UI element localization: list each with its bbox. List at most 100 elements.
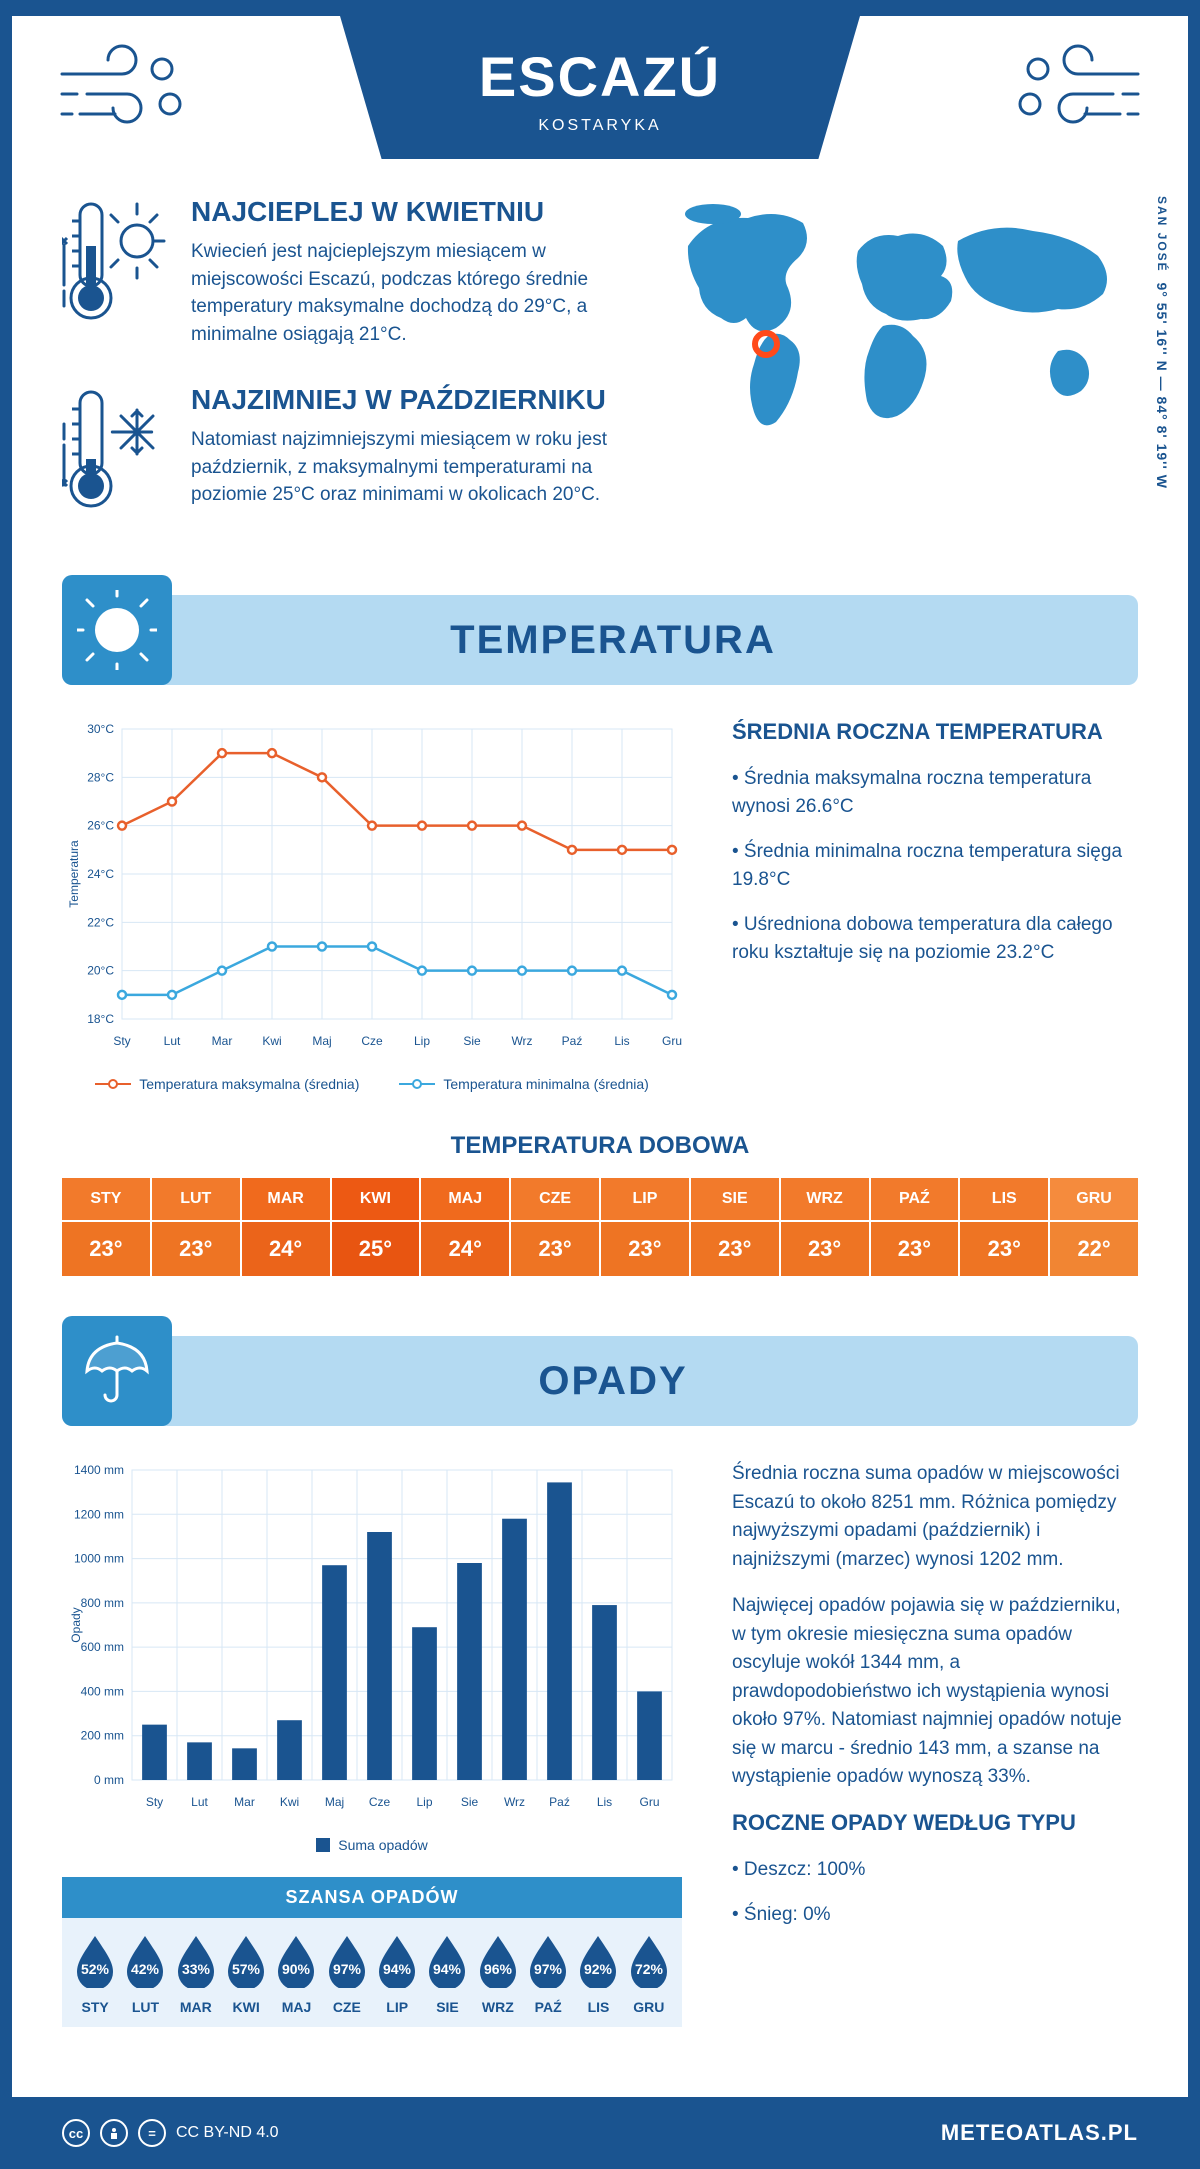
hot-fact-title: NAJCIEPLEJ W KWIETNIU	[191, 196, 618, 228]
month-value: 23°	[781, 1222, 869, 1276]
rain-chance-cell: 42% LUT	[120, 1934, 170, 2015]
precip-type-item: • Deszcz: 100%	[732, 1856, 1138, 1884]
precip-type-item: • Śnieg: 0%	[732, 1901, 1138, 1929]
svg-text:Kwi: Kwi	[280, 1795, 299, 1809]
temp-bullet: • Średnia minimalna roczna temperatura s…	[732, 838, 1138, 893]
legend-item: Temperatura minimalna (średnia)	[399, 1076, 648, 1092]
cold-fact: NAJZIMNIEJ W PAŹDZIERNIKU Natomiast najz…	[62, 384, 618, 519]
rain-chance-row: 52% STY 42% LUT 33% MAR 57% KWI 90% MAJ …	[62, 1918, 682, 2027]
svg-text:26°C: 26°C	[87, 819, 114, 833]
page-subtitle: KOSTARYKA	[420, 117, 780, 135]
month-value: 25°	[332, 1222, 420, 1276]
svg-text:Sie: Sie	[463, 1034, 481, 1048]
temperature-legend: Temperatura maksymalna (średnia) Temperat…	[62, 1076, 682, 1092]
precip-paragraph: Najwięcej opadów pojawia się w październ…	[732, 1592, 1138, 1792]
svg-text:28°C: 28°C	[87, 771, 114, 785]
brand: METEOATLAS.PL	[941, 2120, 1138, 2146]
svg-text:Lip: Lip	[414, 1034, 430, 1048]
title-block: ESCAZÚ KOSTARYKA	[340, 16, 860, 159]
svg-text:Cze: Cze	[361, 1034, 383, 1048]
svg-text:400 mm: 400 mm	[81, 1685, 124, 1699]
nd-icon: =	[138, 2119, 166, 2147]
svg-text:30°C: 30°C	[87, 722, 114, 736]
month-value: 23°	[62, 1222, 150, 1276]
cold-fact-title: NAJZIMNIEJ W PAŹDZIERNIKU	[191, 384, 618, 416]
rain-chance-cell: 94% SIE	[422, 1934, 472, 2015]
temperature-section-header: TEMPERATURA	[62, 595, 1138, 685]
month-header: KWI	[332, 1178, 420, 1220]
rain-chance-cell: 97% PAŹ	[523, 1934, 573, 2015]
svg-text:200 mm: 200 mm	[81, 1729, 124, 1743]
svg-text:42%: 42%	[131, 1961, 160, 1977]
month-header: STY	[62, 1178, 150, 1220]
month-header: LIS	[960, 1178, 1048, 1220]
by-icon	[100, 2119, 128, 2147]
thermometer-sun-icon	[62, 196, 167, 348]
wind-icon	[998, 44, 1148, 149]
world-map: SAN JOSÉ 9° 55' 16'' N — 84° 8' 19'' W	[658, 196, 1138, 555]
svg-text:Mar: Mar	[212, 1034, 233, 1048]
rain-chance-cell: 72% GRU	[624, 1934, 674, 2015]
month-value: 23°	[511, 1222, 599, 1276]
cc-icon: cc	[62, 2119, 90, 2147]
svg-text:Sty: Sty	[113, 1034, 130, 1048]
svg-text:Paź: Paź	[549, 1795, 570, 1809]
precip-chart: 0 mm200 mm400 mm600 mm800 mm1000 mm1200 …	[62, 1460, 682, 2027]
svg-text:94%: 94%	[383, 1961, 412, 1977]
svg-text:Temperatura: Temperatura	[67, 840, 81, 908]
license: cc = CC BY-ND 4.0	[62, 2119, 279, 2147]
precip-title: OPADY	[88, 1359, 1138, 1404]
svg-text:Maj: Maj	[325, 1795, 344, 1809]
month-header: LIP	[601, 1178, 689, 1220]
svg-text:1400 mm: 1400 mm	[74, 1463, 124, 1477]
svg-text:Sie: Sie	[461, 1795, 479, 1809]
svg-text:24°C: 24°C	[87, 867, 114, 881]
legend-item: Temperatura maksymalna (średnia)	[95, 1076, 359, 1092]
svg-text:Paź: Paź	[562, 1034, 583, 1048]
month-header: SIE	[691, 1178, 779, 1220]
svg-text:800 mm: 800 mm	[81, 1596, 124, 1610]
svg-text:Mar: Mar	[234, 1795, 255, 1809]
precip-summary: Średnia roczna suma opadów w miejscowośc…	[732, 1460, 1138, 2027]
temperature-title: TEMPERATURA	[88, 618, 1138, 663]
month-value: 24°	[421, 1222, 509, 1276]
month-header: MAR	[242, 1178, 330, 1220]
svg-text:96%: 96%	[484, 1961, 513, 1977]
svg-text:Lis: Lis	[614, 1034, 629, 1048]
thermometer-snow-icon	[62, 384, 167, 519]
svg-text:Wrz: Wrz	[504, 1795, 525, 1809]
temperature-summary: ŚREDNIA ROCZNA TEMPERATURA • Średnia mak…	[732, 719, 1138, 1092]
svg-text:0 mm: 0 mm	[94, 1773, 124, 1787]
svg-text:Gru: Gru	[662, 1034, 682, 1048]
svg-text:33%: 33%	[182, 1961, 211, 1977]
svg-text:Sty: Sty	[146, 1795, 163, 1809]
coordinates: SAN JOSÉ 9° 55' 16'' N — 84° 8' 19'' W	[1154, 196, 1170, 489]
month-value: 23°	[152, 1222, 240, 1276]
rain-chance-title: SZANSA OPADÓW	[62, 1877, 682, 1918]
month-value: 22°	[1050, 1222, 1138, 1276]
daily-temp-title: TEMPERATURA DOBOWA	[62, 1132, 1138, 1160]
svg-text:90%: 90%	[282, 1961, 311, 1977]
month-value: 23°	[601, 1222, 689, 1276]
rain-chance-cell: 94% LIP	[372, 1934, 422, 2015]
temperature-chart: 18°C20°C22°C24°C26°C28°C30°CStyLutMarKwi…	[62, 719, 682, 1092]
svg-text:52%: 52%	[81, 1961, 110, 1977]
svg-text:18°C: 18°C	[87, 1012, 114, 1026]
temp-bullet: • Uśredniona dobowa temperatura dla całe…	[732, 911, 1138, 966]
rain-chance-cell: 33% MAR	[171, 1934, 221, 2015]
svg-text:Lut: Lut	[191, 1795, 208, 1809]
svg-text:Lis: Lis	[597, 1795, 612, 1809]
month-value: 23°	[960, 1222, 1048, 1276]
month-header: CZE	[511, 1178, 599, 1220]
svg-text:Opady: Opady	[69, 1608, 83, 1643]
svg-text:97%: 97%	[534, 1961, 563, 1977]
precip-section-header: OPADY	[62, 1336, 1138, 1426]
svg-text:Lut: Lut	[164, 1034, 181, 1048]
rain-chance-cell: 52% STY	[70, 1934, 120, 2015]
rain-chance-cell: 97% CZE	[322, 1934, 372, 2015]
avg-temp-title: ŚREDNIA ROCZNA TEMPERATURA	[732, 719, 1138, 745]
hot-fact: NAJCIEPLEJ W KWIETNIU Kwiecień jest najc…	[62, 196, 618, 348]
svg-text:22°C: 22°C	[87, 916, 114, 930]
precip-type-title: ROCZNE OPADY WEDŁUG TYPU	[732, 1810, 1138, 1836]
svg-text:Cze: Cze	[369, 1795, 391, 1809]
